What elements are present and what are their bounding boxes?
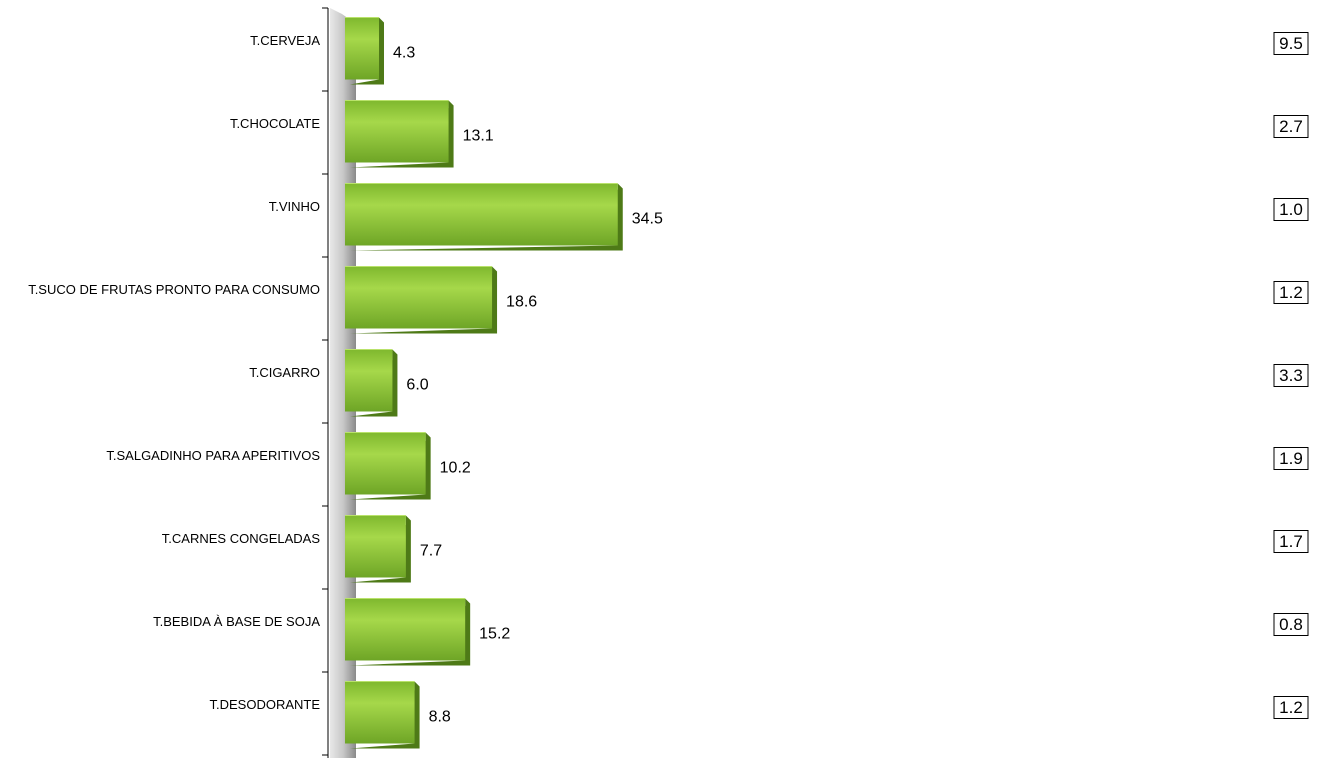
boxed-value-frame (1273, 32, 1309, 55)
bar (345, 100, 449, 163)
value-label: 15.2 (479, 626, 510, 643)
category-label: T.SUCO DE FRUTAS PRONTO PARA CONSUMO (28, 282, 320, 297)
boxed-value: 1.0 (1279, 200, 1303, 219)
category-label: T.CARNES CONGELADAS (162, 531, 321, 546)
value-label: 13.1 (463, 128, 494, 145)
category-label: T.BEBIDA À BASE DE SOJA (153, 614, 320, 629)
value-label: 8.8 (429, 709, 451, 726)
bar (345, 598, 466, 661)
boxed-value: 0.8 (1279, 615, 1303, 634)
category-label: T.CERVEJA (250, 33, 320, 48)
boxed-value-frame (1273, 115, 1309, 138)
value-label: 7.7 (420, 543, 442, 560)
boxed-value: 9.5 (1279, 34, 1303, 53)
bar (345, 183, 618, 246)
boxed-value: 1.9 (1279, 449, 1303, 468)
boxed-value-frame (1273, 364, 1309, 387)
bar (345, 515, 406, 578)
category-label: T.VINHO (269, 199, 320, 214)
category-label: T.CHOCOLATE (230, 116, 320, 131)
boxed-value-frame (1273, 696, 1309, 719)
bar (345, 432, 426, 495)
value-label: 34.5 (632, 211, 663, 228)
boxed-value: 1.2 (1279, 698, 1303, 717)
bar (345, 349, 393, 412)
bar (345, 266, 493, 329)
boxed-value: 2.7 (1279, 117, 1303, 136)
boxed-value-frame (1273, 198, 1309, 221)
bar (345, 681, 415, 744)
boxed-value-frame (1273, 447, 1309, 470)
value-label: 6.0 (406, 377, 428, 394)
category-label: T.SALGADINHO PARA APERITIVOS (106, 448, 320, 463)
category-label: T.CIGARRO (249, 365, 320, 380)
value-label: 10.2 (440, 460, 471, 477)
boxed-value: 1.7 (1279, 532, 1303, 551)
value-label: 4.3 (393, 45, 415, 62)
boxed-value-frame (1273, 530, 1309, 553)
bar (345, 17, 379, 80)
boxed-value: 3.3 (1279, 366, 1303, 385)
boxed-value-frame (1273, 613, 1309, 636)
boxed-value-frame (1273, 281, 1309, 304)
boxed-value: 1.2 (1279, 283, 1303, 302)
category-label: T.DESODORANTE (209, 697, 320, 712)
value-label: 18.6 (506, 294, 537, 311)
